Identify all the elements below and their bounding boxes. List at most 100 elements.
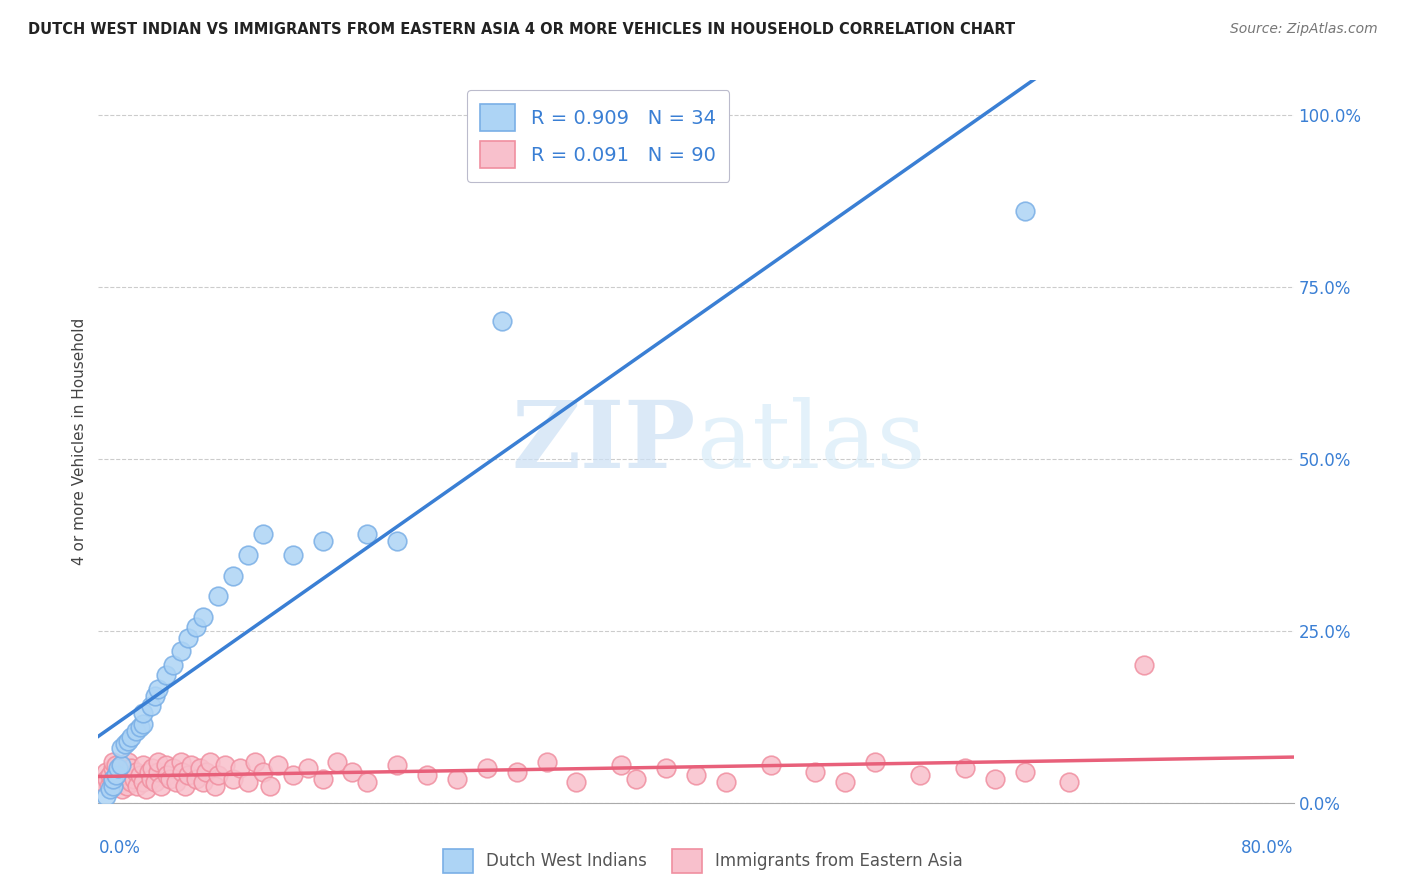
Point [174, 779, 197, 793]
Point [124, 772, 146, 786]
Point [139, 772, 162, 786]
Point [162, 658, 184, 673]
Point [685, 768, 707, 782]
Point [155, 758, 177, 772]
Point [96, 772, 118, 786]
Point [834, 775, 856, 789]
Point [159, 772, 181, 786]
Text: 80.0%: 80.0% [1241, 838, 1294, 857]
Point [107, 761, 129, 775]
Point [112, 772, 135, 786]
Point [97, 779, 120, 793]
Point [714, 775, 737, 789]
Point [1014, 764, 1036, 779]
Point [1014, 204, 1036, 219]
Point [120, 775, 142, 789]
Point [214, 758, 236, 772]
Point [385, 758, 409, 772]
Point [117, 734, 139, 748]
Point [139, 699, 162, 714]
Point [191, 610, 214, 624]
Point [506, 764, 529, 779]
Point [184, 620, 207, 634]
Point [105, 772, 128, 786]
Point [110, 740, 132, 755]
Point [129, 768, 152, 782]
Point [626, 772, 648, 786]
Point [326, 755, 349, 769]
Point [908, 768, 931, 782]
Point [135, 782, 157, 797]
Point [103, 761, 125, 775]
Point [804, 764, 827, 779]
Point [125, 764, 148, 779]
Point [311, 772, 333, 786]
Legend: R = 0.909   N = 34, R = 0.091   N = 90: R = 0.909 N = 34, R = 0.091 N = 90 [467, 90, 730, 182]
Point [132, 775, 155, 789]
Point [132, 758, 155, 772]
Text: 0.0%: 0.0% [98, 838, 141, 857]
Point [252, 764, 274, 779]
Point [132, 716, 155, 731]
Point [156, 768, 179, 782]
Point [91, 775, 114, 789]
Point [169, 755, 191, 769]
Point [222, 568, 245, 582]
Point [184, 772, 207, 786]
Point [610, 758, 633, 772]
Point [114, 737, 136, 751]
Point [143, 689, 166, 703]
Point [105, 768, 128, 782]
Text: Source: ZipAtlas.com: Source: ZipAtlas.com [1230, 22, 1378, 37]
Point [259, 779, 281, 793]
Point [565, 775, 588, 789]
Point [229, 761, 252, 775]
Point [267, 758, 290, 772]
Point [110, 758, 132, 772]
Point [110, 758, 132, 772]
Point [143, 775, 166, 789]
Point [94, 789, 117, 803]
Legend: Dutch West Indians, Immigrants from Eastern Asia: Dutch West Indians, Immigrants from East… [436, 842, 970, 880]
Point [204, 779, 226, 793]
Point [188, 761, 211, 775]
Point [207, 768, 229, 782]
Point [536, 755, 558, 769]
Point [252, 527, 274, 541]
Point [104, 779, 127, 793]
Point [115, 779, 138, 793]
Point [169, 644, 191, 658]
Point [416, 768, 439, 782]
Point [129, 720, 152, 734]
Point [236, 775, 259, 789]
Point [281, 548, 304, 562]
Y-axis label: 4 or more Vehicles in Household: 4 or more Vehicles in Household [72, 318, 87, 566]
Point [953, 761, 976, 775]
Point [1133, 658, 1156, 673]
Point [117, 768, 139, 782]
Point [103, 772, 125, 786]
Point [132, 706, 155, 721]
Point [180, 758, 202, 772]
Point [281, 768, 304, 782]
Point [177, 768, 200, 782]
Point [155, 668, 177, 682]
Point [446, 772, 468, 786]
Point [342, 764, 364, 779]
Point [172, 764, 194, 779]
Point [311, 534, 333, 549]
Point [103, 755, 125, 769]
Point [141, 761, 163, 775]
Point [120, 731, 142, 745]
Point [759, 758, 782, 772]
Text: ZIP: ZIP [512, 397, 696, 486]
Point [101, 775, 124, 789]
Point [94, 764, 117, 779]
Point [120, 761, 142, 775]
Point [150, 779, 173, 793]
Point [865, 755, 887, 769]
Point [98, 768, 122, 782]
Point [111, 782, 134, 797]
Point [138, 764, 160, 779]
Point [103, 779, 125, 793]
